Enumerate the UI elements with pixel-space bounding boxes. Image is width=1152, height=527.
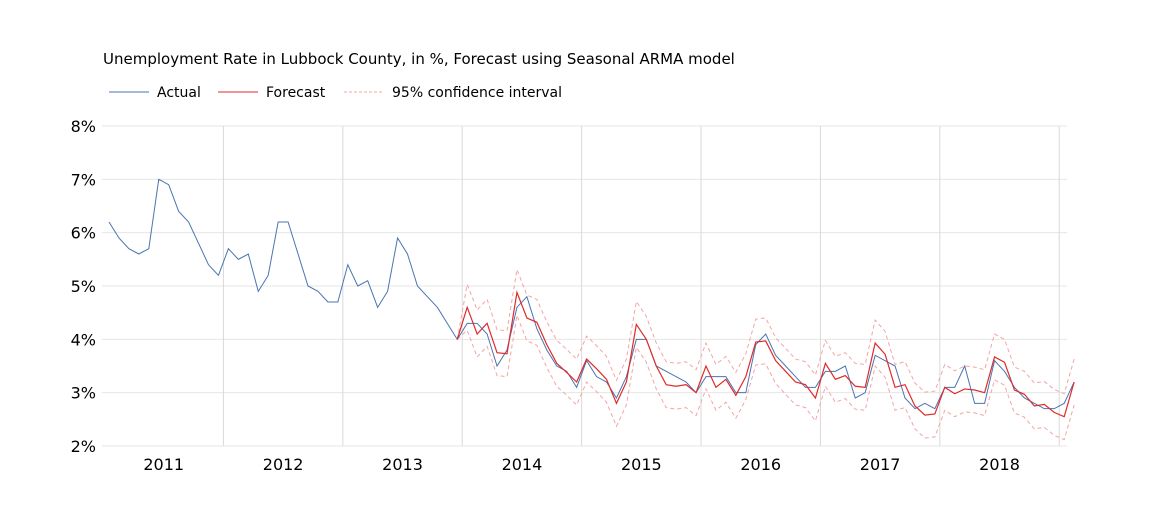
legend-label-ci: 95% confidence interval [392, 85, 562, 101]
y-tick-label: 6% [71, 224, 96, 243]
y-axis: 2% 3% 4% 5% 6% 7% 8% [71, 117, 96, 456]
x-axis: 2011 2012 2013 2014 2015 2016 2017 2018 [143, 455, 1020, 474]
y-tick-label: 2% [71, 437, 96, 456]
x-tick-label: 2013 [382, 455, 423, 474]
y-tick-label: 5% [71, 277, 96, 296]
y-tick-label: 8% [71, 117, 96, 136]
x-tick-label: 2015 [621, 455, 662, 474]
plot-area [108, 178, 1075, 441]
grid [102, 125, 1067, 447]
x-tick-label: 2018 [979, 455, 1020, 474]
forecast-series-line [456, 290, 1075, 418]
x-tick-label: 2014 [502, 455, 543, 474]
legend-label-forecast: Forecast [266, 85, 326, 101]
chart-title: Unemployment Rate in Lubbock County, in … [103, 50, 735, 68]
y-tick-label: 4% [71, 330, 96, 349]
x-tick-label: 2016 [740, 455, 781, 474]
ci-upper-line [456, 267, 1075, 395]
legend-label-actual: Actual [157, 85, 201, 101]
ci-lower-line [456, 313, 1075, 441]
x-tick-label: 2017 [860, 455, 901, 474]
legend: Actual Forecast 95% confidence interval [109, 85, 562, 101]
actual-series-line [108, 178, 1075, 410]
y-tick-label: 3% [71, 384, 96, 403]
y-tick-label: 7% [71, 170, 96, 189]
x-tick-label: 2012 [263, 455, 304, 474]
x-tick-label: 2011 [143, 455, 184, 474]
